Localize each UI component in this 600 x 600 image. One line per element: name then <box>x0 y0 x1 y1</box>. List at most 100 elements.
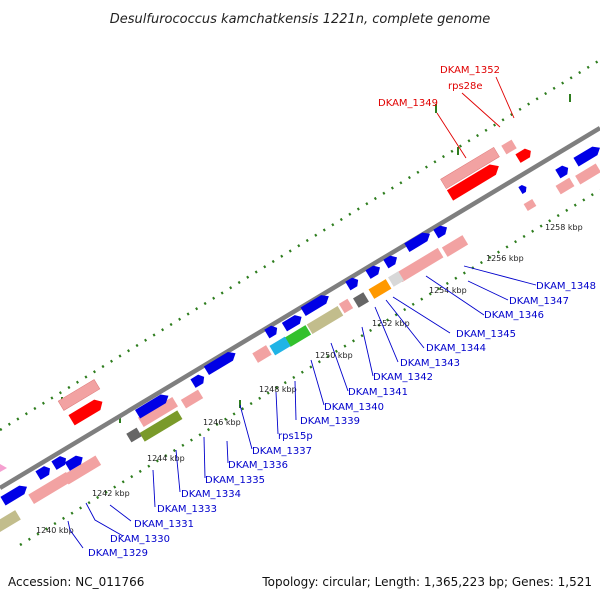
gene-label: DKAM_1336 <box>228 460 288 471</box>
cds-blue-arrow <box>573 146 600 167</box>
gene-label: DKAM_1340 <box>324 402 384 413</box>
pink-block <box>388 271 404 287</box>
feature-track-pink <box>0 139 600 505</box>
ruler-tick-dots <box>0 58 600 547</box>
cds-blue-arrow <box>404 232 431 252</box>
accession-text: Accession: NC_011766 <box>8 575 144 589</box>
cds-blue-arrow <box>555 165 569 179</box>
leader-line-blue <box>152 469 156 508</box>
pink-block <box>440 146 500 190</box>
cds-arrow-shape <box>281 315 302 332</box>
pink-block <box>555 177 575 195</box>
tick-label: 1250 kbp <box>315 351 353 360</box>
leader-line-blue <box>310 359 325 406</box>
pink-rect <box>501 139 517 155</box>
tick-label: 1240 kbp <box>36 526 74 535</box>
cds-blue-arrow <box>345 277 359 291</box>
cds-blue-arrow <box>518 185 527 194</box>
cds-red-block <box>446 164 499 201</box>
cds-arrow-shape <box>404 232 431 252</box>
darkgray-block <box>353 292 369 308</box>
pink-block <box>62 455 102 485</box>
pink-rect <box>338 298 354 314</box>
pink-rect <box>440 146 500 190</box>
leader-line-blue <box>67 520 84 549</box>
leader-line-blue <box>467 280 509 301</box>
leader-line-blue <box>425 275 485 316</box>
pink-rect <box>28 471 72 505</box>
tick-label: 1256 kbp <box>486 254 524 263</box>
cds-blue-arrow <box>281 315 302 332</box>
cds-arrow-shape <box>190 374 205 388</box>
cds-arrow-shape <box>383 255 398 269</box>
leader-line-blue <box>175 449 181 493</box>
pink-block <box>575 163 600 185</box>
gene-label: DKAM_1337 <box>252 446 312 457</box>
gene-label: DKAM_1339 <box>300 416 360 427</box>
cds-blue-arrow <box>203 352 236 376</box>
orange-block <box>368 279 392 299</box>
cds-arrow-shape <box>433 225 448 239</box>
olive-rect <box>306 306 344 334</box>
cds-blue-arrow <box>264 325 278 339</box>
pink-block <box>28 471 72 505</box>
leader-lines <box>67 76 537 549</box>
leader-line-blue <box>374 306 399 363</box>
gene-label: DKAM_1343 <box>400 358 460 369</box>
pink-block <box>396 247 444 283</box>
gene-label: DKAM_1346 <box>484 310 544 321</box>
leader-line-blue <box>85 502 124 537</box>
cds-blue-arrow <box>0 485 28 506</box>
map-title: Desulfurococcus kamchatkensis 1221n, com… <box>110 12 491 27</box>
gene-label: DKAM_1347 <box>509 296 569 307</box>
leader-line-blue <box>239 404 253 450</box>
tick-label: 1248 kbp <box>259 385 297 394</box>
cds-arrow-shape <box>203 352 236 376</box>
pink-block <box>57 379 101 411</box>
cds-arrow-shape <box>264 325 278 339</box>
gene-label: DKAM_1345 <box>456 329 516 340</box>
feature-track-colored <box>0 279 392 534</box>
cds-arrow-shape <box>0 485 28 506</box>
pink-block <box>501 139 517 155</box>
genome-summary-text: Topology: circular; Length: 1,365,223 bp… <box>261 575 592 589</box>
leader-line-blue <box>226 440 229 464</box>
pink-rect <box>252 345 272 363</box>
cds-blue-arrow <box>190 374 205 388</box>
olive-block <box>0 510 21 534</box>
feature-track-reverse-cds <box>68 148 531 426</box>
leader-line-blue <box>392 296 451 334</box>
tick-dots-inner <box>19 188 600 547</box>
darkgray-block <box>126 427 142 443</box>
gene-label: DKAM_1349 <box>378 98 438 109</box>
cds-blue-arrow <box>365 265 381 279</box>
tick-label: 1258 kbp <box>545 223 583 232</box>
feature-track-forward-cds <box>0 146 600 506</box>
orange-rect <box>368 279 392 299</box>
backbone <box>0 126 600 490</box>
cds-blue-arrow <box>35 466 51 480</box>
leader-line-blue <box>361 326 374 377</box>
leader-line-blue <box>330 342 349 392</box>
olive-rect <box>0 510 21 534</box>
leader-line-blue <box>294 380 297 421</box>
gene-label: DKAM_1342 <box>373 372 433 383</box>
leader-line-blue <box>203 436 206 479</box>
cds-arrow-shape <box>515 148 531 163</box>
green-block <box>284 325 312 347</box>
pink-rect <box>138 396 178 428</box>
backbone-line <box>0 126 600 490</box>
tick-label: 1242 kbp <box>92 489 130 498</box>
pink-block <box>523 198 537 212</box>
tick-label: 1244 kbp <box>147 454 185 463</box>
gene-label: rps28e <box>448 81 483 92</box>
gene-label: DKAM_1348 <box>536 281 596 292</box>
cds-arrow-shape <box>555 165 569 179</box>
gene-label: DKAM_1344 <box>426 343 486 354</box>
pink-marker <box>0 464 7 472</box>
olive-block <box>306 306 344 334</box>
pink-rect <box>388 271 404 287</box>
tick-dots-outer <box>0 58 600 432</box>
cds-arrow-shape <box>64 455 83 471</box>
